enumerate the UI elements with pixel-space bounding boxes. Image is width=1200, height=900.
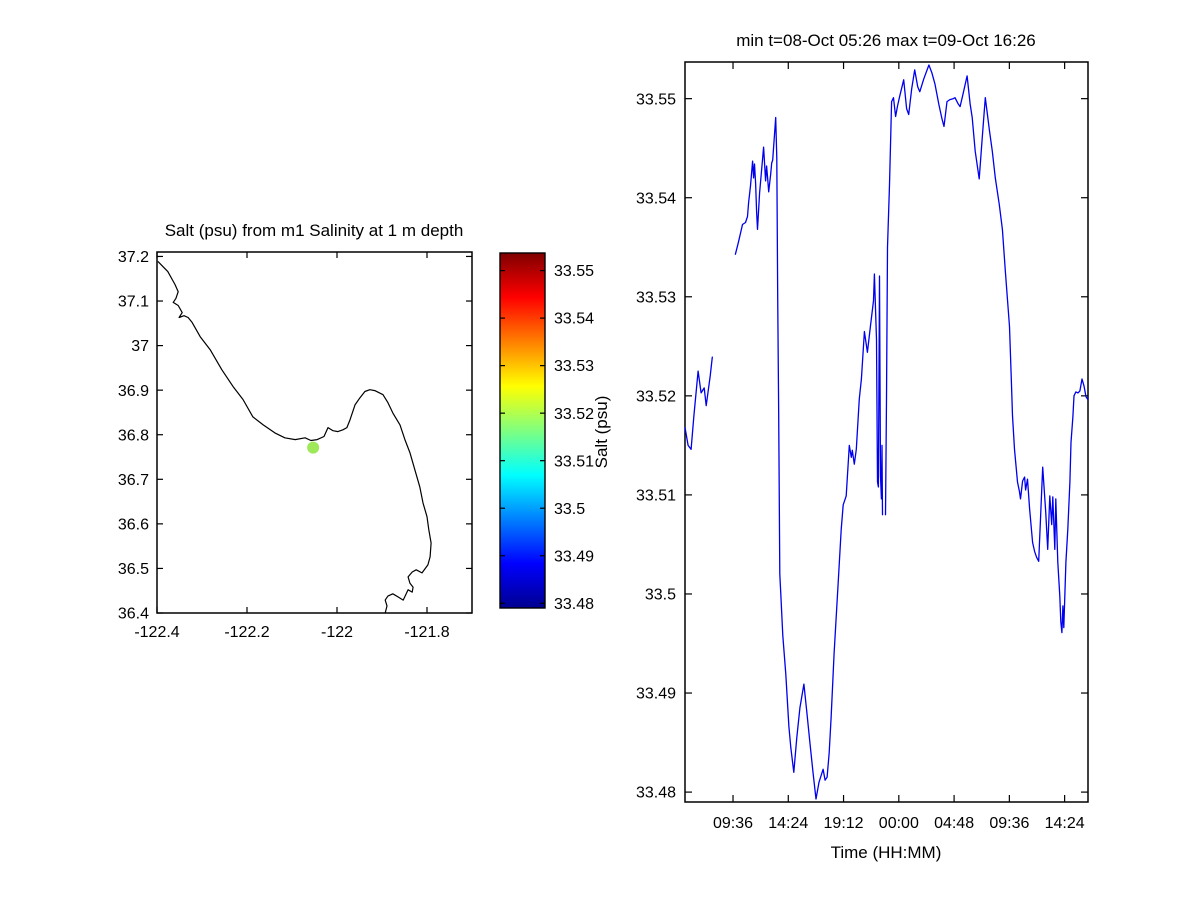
colorbar-tick-label: 33.49 — [554, 548, 594, 565]
map-ytick-label: 36.5 — [118, 561, 149, 578]
colorbar-tick-label: 33.48 — [554, 596, 594, 613]
timeseries-ytick-label: 33.54 — [636, 190, 676, 207]
colorbar-tick-label: 33.5 — [554, 501, 585, 518]
timeseries-ylabel: Salt (psu) — [592, 396, 611, 469]
map-frame — [156, 251, 473, 614]
timeseries-xtick-label: 09:36 — [989, 815, 1029, 832]
timeseries-title: min t=08-Oct 05:26 max t=09-Oct 16:26 — [736, 31, 1036, 50]
timeseries-xtick-label: 14:24 — [1045, 815, 1085, 832]
map-xtick-label: -122 — [321, 624, 353, 641]
coastline-path — [157, 260, 432, 614]
map-xtick-label: -121.8 — [404, 624, 449, 641]
map-ytick-label: 37.1 — [118, 294, 149, 311]
colorbar-tick-label: 33.52 — [554, 406, 594, 423]
timeseries-ytick-label: 33.55 — [636, 91, 676, 108]
colorbar-tick-label: 33.55 — [554, 263, 594, 280]
map-ytick-label: 36.4 — [118, 606, 149, 623]
timeseries-ytick-label: 33.48 — [636, 785, 676, 802]
timeseries-xlabel: Time (HH:MM) — [831, 843, 942, 862]
timeseries-ytick-label: 33.5 — [645, 587, 676, 604]
timeseries-xtick-label: 09:36 — [713, 815, 753, 832]
map-ytick-label: 36.8 — [118, 427, 149, 444]
colorbar-tick-label: 33.54 — [554, 311, 594, 328]
map-ytick-label: 37 — [131, 338, 149, 355]
timeseries-xtick-label: 00:00 — [879, 815, 919, 832]
timeseries-xtick-label: 04:48 — [934, 815, 974, 832]
timeseries-ytick-label: 33.53 — [636, 289, 676, 306]
salinity-line-segment — [734, 116, 884, 800]
timeseries-ytick-label: 33.51 — [636, 488, 676, 505]
map-ytick-label: 37.2 — [118, 249, 149, 266]
colorbar-tick-label: 33.53 — [554, 358, 594, 375]
timeseries-ytick-label: 33.52 — [636, 388, 676, 405]
timeseries-frame — [684, 61, 1089, 803]
timeseries-xtick-label: 14:24 — [768, 815, 808, 832]
salinity-line-segment — [684, 356, 713, 450]
colorbar-gradient — [499, 252, 546, 609]
map-title: Salt (psu) from m1 Salinity at 1 m depth — [165, 221, 464, 240]
map-xtick-label: -122.2 — [224, 624, 269, 641]
timeseries-xtick-label: 19:12 — [824, 815, 864, 832]
map-ytick-label: 36.9 — [118, 383, 149, 400]
station-marker — [307, 441, 320, 454]
map-ytick-label: 36.6 — [118, 516, 149, 533]
map-xtick-label: -122.4 — [134, 624, 179, 641]
timeseries-ytick-label: 33.49 — [636, 686, 676, 703]
map-ytick-label: 36.7 — [118, 472, 149, 489]
colorbar-tick-label: 33.51 — [554, 453, 594, 470]
salinity-line-segment — [884, 64, 1089, 634]
